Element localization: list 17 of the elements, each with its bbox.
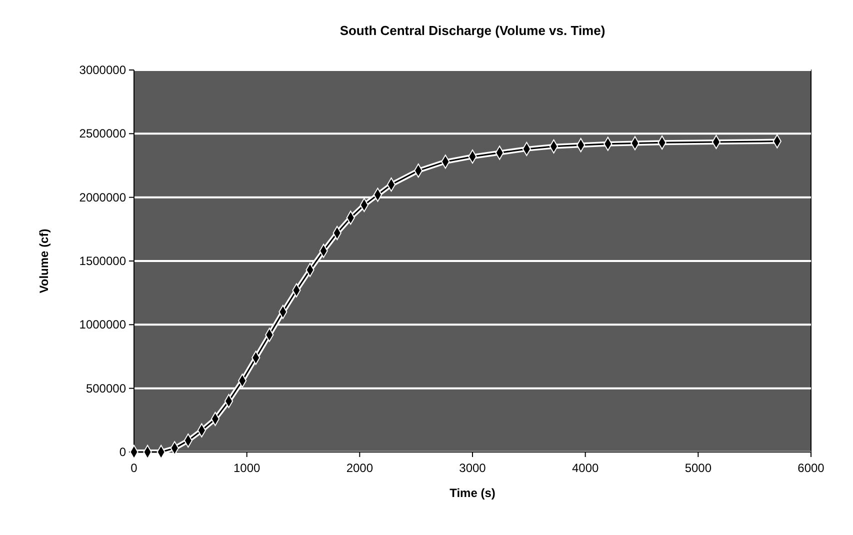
- y-tick-label: 500000: [86, 381, 126, 396]
- y-tick-label: 1500000: [79, 254, 126, 268]
- x-tick-label: 2000: [346, 461, 374, 475]
- y-tick-label: 0: [119, 445, 126, 459]
- chart-title: South Central Discharge (Volume vs. Time): [340, 23, 606, 38]
- y-axis-title: Volume (cf): [37, 228, 51, 294]
- y-tick-label: 2000000: [79, 190, 126, 204]
- x-tick-label: 0: [130, 461, 138, 475]
- x-tick-label: 6000: [798, 461, 825, 475]
- x-tick-label: 1000: [233, 461, 261, 475]
- y-tick-label: 1000000: [79, 318, 126, 332]
- x-tick-label: 5000: [684, 461, 712, 475]
- x-tick-label: 3000: [459, 461, 486, 475]
- y-tick-label: 2500000: [79, 126, 126, 141]
- x-tick-label: 4000: [572, 461, 600, 475]
- x-axis-title: Time (s): [450, 486, 496, 500]
- y-tick-label: 3000000: [79, 63, 126, 77]
